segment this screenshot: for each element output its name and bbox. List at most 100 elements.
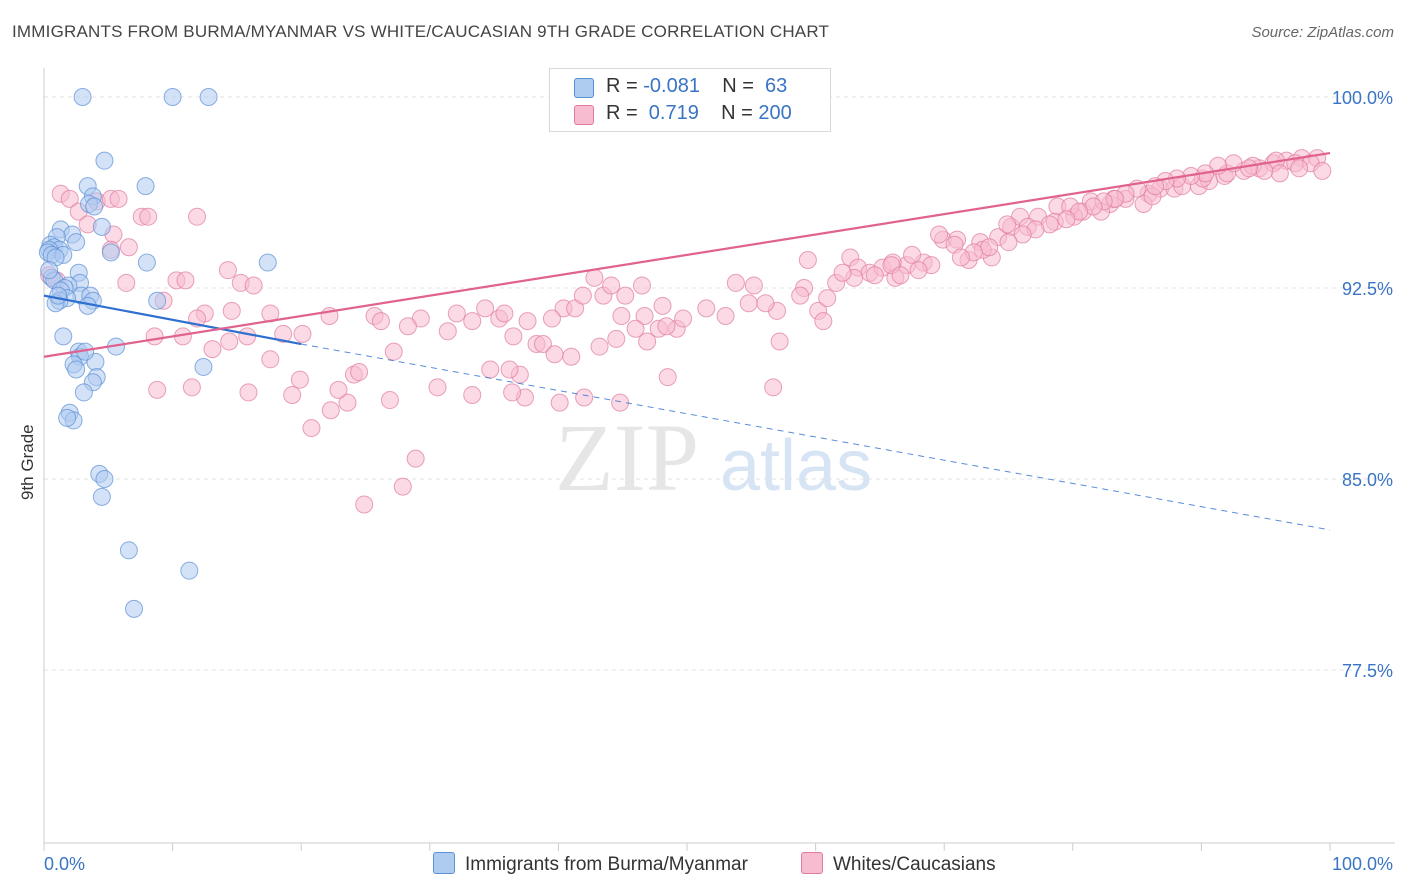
legend-n-label: N = [721, 102, 759, 124]
data-point [518, 312, 537, 331]
data-point [798, 250, 817, 269]
data-point [139, 207, 158, 226]
data-point [756, 294, 775, 313]
bottom-legend-swatch-white [801, 852, 823, 874]
data-point [148, 380, 167, 399]
data-point [930, 225, 949, 244]
data-point [1013, 225, 1032, 244]
bottom-legend-white: Whites/Caucasians [801, 852, 996, 876]
data-point [244, 276, 263, 295]
data-point [891, 266, 910, 285]
data-point [163, 88, 182, 106]
data-point [338, 393, 357, 412]
data-point [293, 324, 312, 343]
data-point [321, 401, 340, 420]
data-point [109, 189, 128, 208]
data-point [137, 253, 156, 272]
y-tick-label: 100.0% [1332, 88, 1393, 108]
data-point [380, 391, 399, 410]
data-point [60, 189, 79, 208]
axes [43, 68, 1395, 851]
watermark: ZIP atlas [555, 404, 872, 511]
data-point [67, 233, 86, 252]
data-point [951, 248, 970, 267]
data-point [92, 487, 111, 506]
legend-r-label: R = [606, 75, 644, 97]
data-point [283, 385, 302, 404]
data-point [145, 327, 164, 346]
y-tick-label: 92.5% [1342, 279, 1393, 299]
data-point [176, 271, 195, 290]
legend-r-value: 0.719 [643, 102, 699, 124]
x-tick-label: 100.0% [1332, 854, 1393, 874]
data-point [611, 393, 630, 412]
bottom-legend-label-burma: Immigrants from Burma/Myanmar [465, 854, 748, 875]
data-point [632, 276, 651, 295]
data-point [999, 233, 1018, 252]
data-point [1313, 161, 1332, 180]
data-point [697, 299, 716, 318]
stats-legend: R = -0.081 N = 63 R = 0.719 N = 200 [549, 68, 831, 132]
data-point [585, 268, 604, 287]
data-point [463, 385, 482, 404]
x-tick-label: 0.0% [44, 854, 85, 874]
data-point [744, 276, 763, 295]
data-point [148, 291, 167, 310]
data-point [909, 261, 928, 280]
data-point [49, 286, 68, 305]
data-point [833, 263, 852, 282]
data-point [54, 327, 73, 346]
data-point [814, 312, 833, 331]
data-point [818, 289, 837, 308]
data-point [447, 304, 466, 323]
data-point [119, 541, 138, 560]
trend-line [43, 151, 1331, 358]
data-point [85, 197, 104, 216]
data-point [274, 324, 293, 343]
data-point [590, 337, 609, 356]
watermark-atlas: atlas [720, 426, 872, 506]
data-point [1057, 210, 1076, 229]
y-tick-label: 85.0% [1342, 470, 1393, 490]
legend-swatch-white [574, 105, 594, 125]
data-point [136, 177, 155, 196]
data-point [194, 357, 213, 376]
chart-title: IMMIGRANTS FROM BURMA/MYANMAR VS WHITE/C… [12, 22, 830, 41]
data-point [626, 319, 645, 338]
data-point [101, 243, 120, 262]
data-point [674, 309, 693, 328]
watermark-zip: ZIP [555, 404, 699, 511]
data-point [261, 350, 280, 369]
data-point [92, 217, 111, 236]
legend-r-value: -0.081 [643, 75, 700, 97]
data-point [290, 370, 309, 389]
data-point [476, 299, 495, 318]
data-point [764, 378, 783, 397]
data-point [481, 360, 500, 379]
y-tick-label: 77.5% [1342, 661, 1393, 681]
data-point [612, 307, 631, 326]
data-point [638, 332, 657, 351]
data-point [545, 345, 564, 364]
data-point [739, 294, 758, 313]
data-point [302, 419, 321, 438]
tick-labels: 77.5% 85.0% 92.5% 100.0% 0.0% 100.0% [44, 88, 1393, 874]
data-point [218, 261, 237, 280]
y-axis-label: 9th Grade [18, 424, 37, 500]
data-point [602, 276, 621, 295]
data-point [125, 599, 144, 618]
data-point [117, 273, 136, 292]
bottom-legend-swatch-burma [433, 852, 455, 874]
data-point [393, 477, 412, 496]
data-point [998, 215, 1017, 234]
data-point [40, 261, 59, 280]
data-point [542, 309, 561, 328]
bottom-legend-burma: Immigrants from Burma/Myanmar [433, 852, 748, 876]
data-point [770, 332, 789, 351]
data-point [95, 470, 114, 488]
legend-n-value: 200 [758, 102, 792, 124]
data-point [1239, 159, 1258, 178]
legend-swatch-burma [574, 78, 594, 98]
data-point [865, 266, 884, 285]
